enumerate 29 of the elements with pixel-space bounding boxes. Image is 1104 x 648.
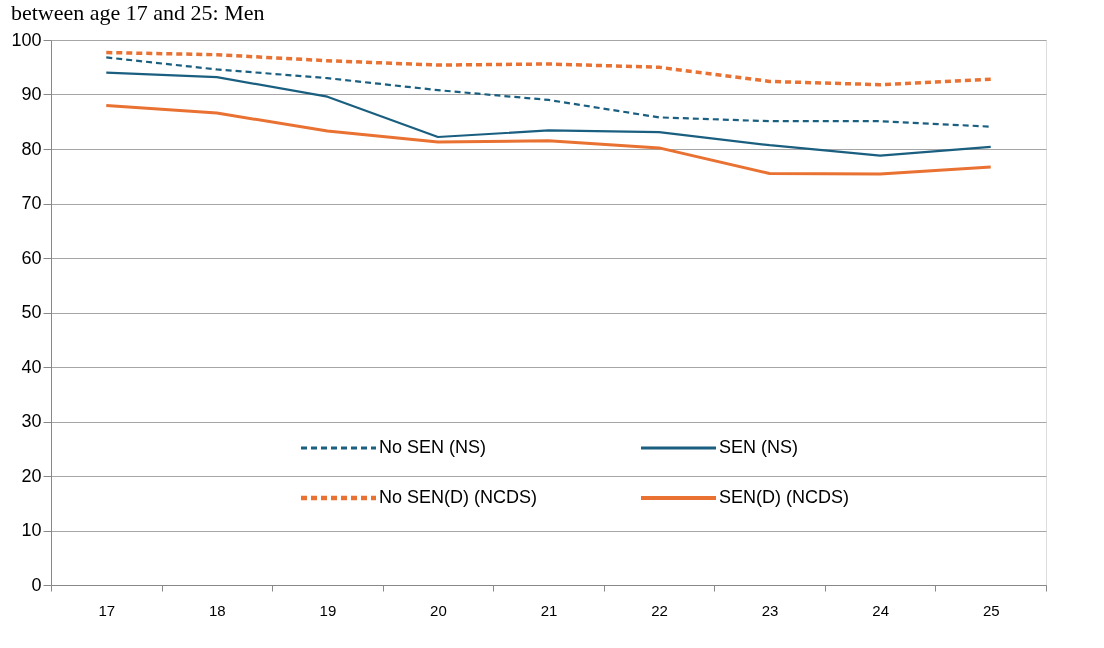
legend-label: No SEN(D) (NCDS) (379, 487, 538, 507)
x-tick-label: 21 (540, 601, 558, 619)
line-series (105, 71, 992, 157)
chart-title: between age 17 and 25: Men (10, 0, 265, 25)
y-tick-label: 60 (21, 247, 42, 268)
line-series (105, 56, 992, 128)
line-series (104, 103, 993, 176)
x-tick-label: 25 (982, 601, 1000, 619)
y-tick-label: 40 (21, 356, 42, 377)
line-series (104, 50, 993, 87)
x-tick-label: 17 (98, 601, 116, 619)
y-tick-label: 80 (21, 138, 42, 159)
y-tick-label: 30 (21, 411, 42, 431)
x-tick-label: 18 (208, 601, 226, 619)
x-tick-label: 22 (651, 601, 668, 619)
x-tick-label: 20 (430, 601, 447, 619)
y-tick-label: 20 (21, 465, 42, 486)
legend-label: No SEN (NS) (379, 437, 487, 457)
y-tick-label: 90 (21, 84, 42, 104)
legend-label: SEN (NS) (719, 437, 799, 457)
legend-label: SEN(D) (NCDS) (719, 487, 849, 507)
y-tick-label: 50 (21, 302, 42, 322)
y-tick-label: 70 (21, 193, 42, 213)
y-tick-label: 100 (11, 29, 42, 50)
y-tick-label: 10 (21, 520, 42, 540)
x-tick-label: 23 (761, 601, 779, 619)
x-tick-label: 24 (872, 601, 890, 619)
y-tick-label: 0 (31, 574, 42, 595)
x-tick-label: 19 (319, 601, 337, 619)
